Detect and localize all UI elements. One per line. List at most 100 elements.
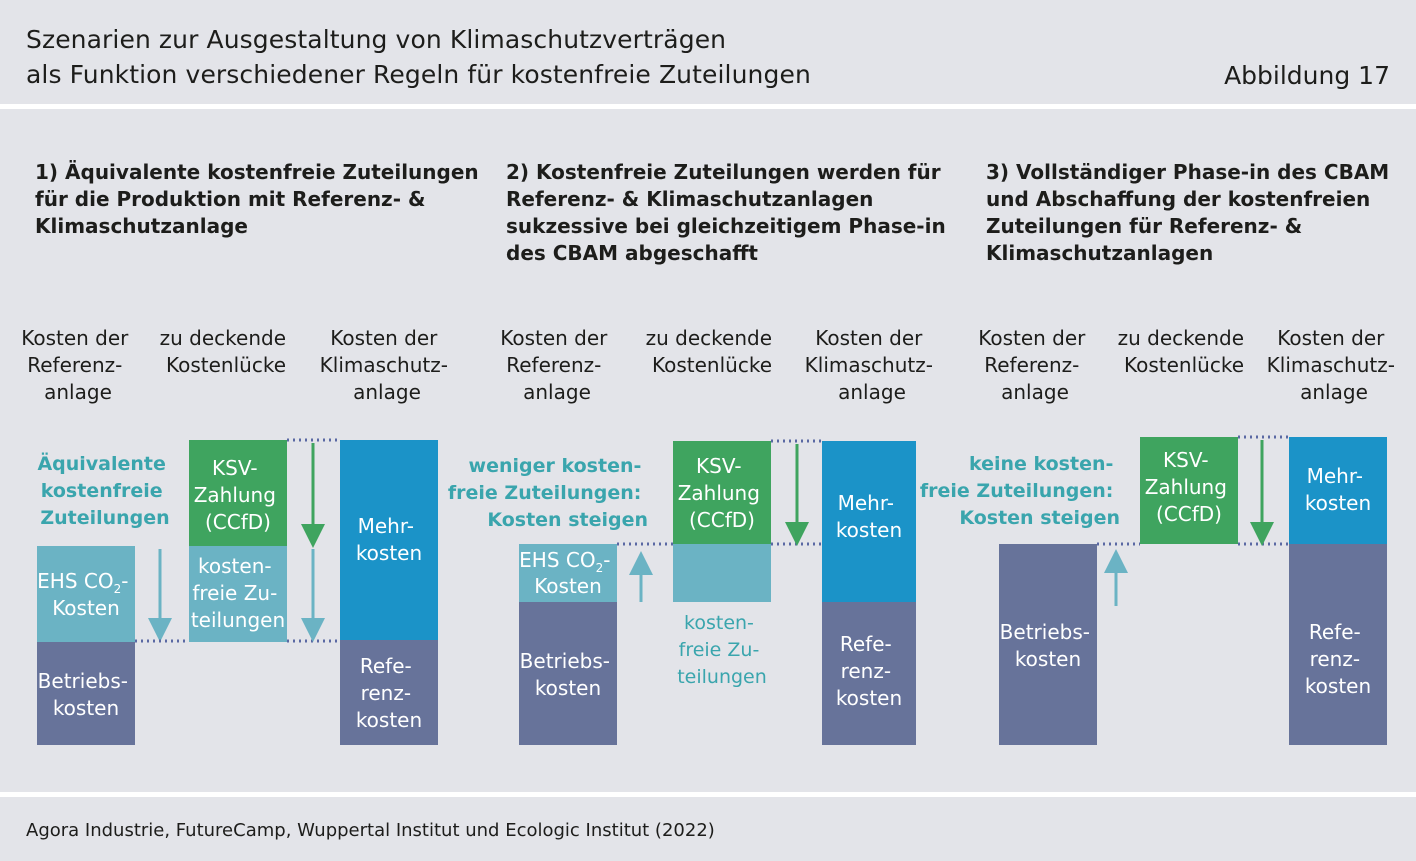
panel-2-ksv-line-1: KSV-	[696, 454, 742, 478]
panel-3-col-ref-line-2: Referenz-	[984, 353, 1079, 377]
panel-2-ksv-box	[673, 441, 771, 544]
panel-1-annotation-line-2: kostenfreie	[41, 480, 163, 502]
panel-2-col-klima-line-2: Klimaschutz-	[805, 353, 933, 377]
panel-3-ksv-box	[1140, 437, 1238, 544]
panel-1-referenz-label: Refe- renz- kosten	[356, 654, 422, 732]
panel-2-free-box	[673, 544, 771, 602]
panel-3-col-gap-label: zu deckende Kostenlücke	[1118, 326, 1251, 377]
panel-1-col-gap-line-2: Kostenlücke	[166, 353, 286, 377]
panel-2-ehs-sub: 2	[596, 561, 604, 575]
panel-2-title-line-3: sukzessive bei gleichzeitigem Phase-in	[506, 214, 946, 238]
panel-1-col-klima-line-2: Klimaschutz-	[320, 353, 448, 377]
panel-3-title-line-3: Zuteilungen für Referenz- &	[986, 214, 1302, 238]
panel-1-free-line-2: freie Zu-	[192, 581, 277, 605]
panel-2-ksv-line-3: (CCfD)	[689, 508, 755, 532]
panel-2-referenz-line-3: kosten	[836, 686, 902, 710]
panel-2-ksv-label: KSV- Zahlung (CCfD)	[678, 454, 767, 532]
panel-3-col-gap-line-1: zu deckende	[1118, 326, 1244, 350]
panel-1-col-klima-line-3: anlage	[353, 380, 421, 404]
panel-2-title: 2) Kostenfreie Zuteilungen werden für Re…	[506, 160, 953, 265]
panel-1-col-klima-line-1: Kosten der	[330, 326, 438, 350]
panel-2-free-line-1: kosten-	[684, 612, 754, 634]
panel-1-betrieb-box	[37, 642, 135, 745]
panel-3-mehr-label: Mehr- kosten	[1305, 464, 1371, 515]
panel-2-col-ref-line-1: Kosten der	[500, 326, 608, 350]
panel-1-betrieb-line-2: kosten	[53, 696, 119, 720]
panel-2-betrieb-label: Betriebs- kosten	[520, 649, 617, 700]
panel-2-title-line-2: Referenz- & Klimaschutzanlagen	[506, 187, 873, 211]
panel-1-ksv-box	[189, 440, 287, 546]
panel-1-referenz-line-1: Refe-	[360, 654, 412, 678]
panel-2-annotation-line-3: Kosten steigen	[487, 509, 648, 531]
panel-1-annotation-line-1: Äquivalente	[37, 451, 165, 475]
panel-3-col-gap-line-2: Kostenlücke	[1124, 353, 1244, 377]
panel-3-ksv-label: KSV- Zahlung (CCfD)	[1145, 448, 1234, 526]
panel-3-title-line-2: und Abschaffung der kostenfreien	[986, 187, 1370, 211]
panel-2-mehr-box	[822, 441, 916, 602]
panel-2-betrieb-line-2: kosten	[535, 676, 601, 700]
panel-1-referenz-line-3: kosten	[356, 708, 422, 732]
panel-1-annotation-line-3: Zuteilungen	[40, 507, 169, 529]
panel-1-betrieb-line-1: Betriebs-	[38, 669, 128, 693]
panel-1-title-line-2: für die Produktion mit Referenz- &	[35, 187, 425, 211]
panel-2-ehs-co: EHS CO	[519, 548, 595, 572]
panel-1: 1) Äquivalente kostenfreie Zuteilungen f…	[21, 160, 479, 745]
panel-3-ksv-line-1: KSV-	[1163, 448, 1209, 472]
panel-2-col-ref-line-2: Referenz-	[506, 353, 601, 377]
panel-2-col-gap-label: zu deckende Kostenlücke	[646, 326, 779, 377]
panel-3-title: 3) Vollständiger Phase-in des CBAM und A…	[986, 160, 1396, 265]
panel-2-ehs-dash: -	[603, 548, 610, 572]
panel-1-ehs-label: EHS CO2- Kosten	[37, 569, 135, 620]
panel-1-free-line-3: teilungen	[191, 608, 285, 632]
panel-1-title-line-1: 1) Äquivalente kostenfreie Zuteilungen	[35, 160, 479, 184]
panel-3-mehr-line-2: kosten	[1305, 491, 1371, 515]
panel-1-title-line-3: Klimaschutzanlage	[35, 214, 248, 238]
panel-2-title-line-1: 2) Kostenfreie Zuteilungen werden für	[506, 160, 941, 184]
panel-1-col-klima-label: Kosten der Klimaschutz- anlage	[320, 326, 455, 404]
panel-3-annotation-line-1: keine kosten-	[969, 453, 1113, 475]
panel-2-col-klima-line-3: anlage	[838, 380, 906, 404]
panel-2-mehr-line-2: kosten	[836, 518, 902, 542]
panel-1-col-ref-line-1: Kosten der	[21, 326, 129, 350]
panel-3-annotation-line-3: Kosten steigen	[959, 507, 1120, 529]
panel-1-ehs-box	[37, 546, 135, 642]
panel-2-col-gap-line-2: Kostenlücke	[652, 353, 772, 377]
panel-2-referenz-label: Refe- renz- kosten	[836, 632, 902, 710]
panel-2-referenz-box	[822, 602, 916, 745]
panel-3-referenz-line-1: Refe-	[1309, 620, 1361, 644]
panel-1-ksv-line-1: KSV-	[212, 456, 258, 480]
panel-2-referenz-line-2: renz-	[841, 659, 891, 683]
panel-3-referenz-line-2: renz-	[1310, 647, 1360, 671]
panel-3-ksv-line-2: Zahlung	[1145, 475, 1227, 499]
source-note: Agora Industrie, FutureCamp, Wuppertal I…	[26, 820, 715, 841]
panel-1-referenz-line-2: renz-	[361, 681, 411, 705]
panel-3-col-ref-line-3: anlage	[1001, 380, 1069, 404]
panel-2-col-ref-label: Kosten der Referenz- anlage	[500, 326, 614, 404]
footer-divider	[0, 792, 1416, 797]
panel-1-ksv-line-2: Zahlung	[194, 483, 276, 507]
panel-3-col-klima-label: Kosten der Klimaschutz- anlage	[1267, 326, 1402, 404]
panel-2-free-line-3: teilungen	[677, 666, 767, 688]
panel-3-ksv-line-3: (CCfD)	[1156, 502, 1222, 526]
panel-1-ksv-line-3: (CCfD)	[205, 510, 271, 534]
panel-2-annotation-line-2: freie Zuteilungen:	[448, 482, 642, 504]
panel-2-col-ref-line-3: anlage	[523, 380, 591, 404]
panel-3-betrieb-line-1: Betriebs-	[1000, 620, 1090, 644]
panel-3-col-ref-line-1: Kosten der	[978, 326, 1086, 350]
panel-1-ehs-sub: 2	[114, 582, 122, 596]
panel-1-mehr-line-1: Mehr-	[358, 514, 414, 538]
panel-1-ehs-dash: -	[121, 569, 128, 593]
panel-2-ksv-line-2: Zahlung	[678, 481, 760, 505]
panel-1-ksv-label: KSV- Zahlung (CCfD)	[194, 456, 283, 534]
panel-2-col-klima-line-1: Kosten der	[815, 326, 923, 350]
panel-2: 2) Kostenfreie Zuteilungen werden für Re…	[448, 160, 953, 745]
panel-3-col-klima-line-3: anlage	[1300, 380, 1368, 404]
panel-1-betrieb-label: Betriebs- kosten	[38, 669, 135, 720]
panel-3: 3) Vollständiger Phase-in des CBAM und A…	[920, 160, 1402, 745]
panel-2-free-line-2: freie Zu-	[679, 639, 760, 661]
panel-1-ehs-line-2: Kosten	[52, 596, 120, 620]
panel-1-free-label: kosten- freie Zu- teilungen	[191, 554, 285, 632]
panel-2-annotation-line-1: weniger kosten-	[469, 455, 642, 477]
panel-2-free-label: kosten- freie Zu- teilungen	[677, 612, 767, 688]
panel-2-title-line-4: des CBAM abgeschafft	[506, 241, 758, 265]
